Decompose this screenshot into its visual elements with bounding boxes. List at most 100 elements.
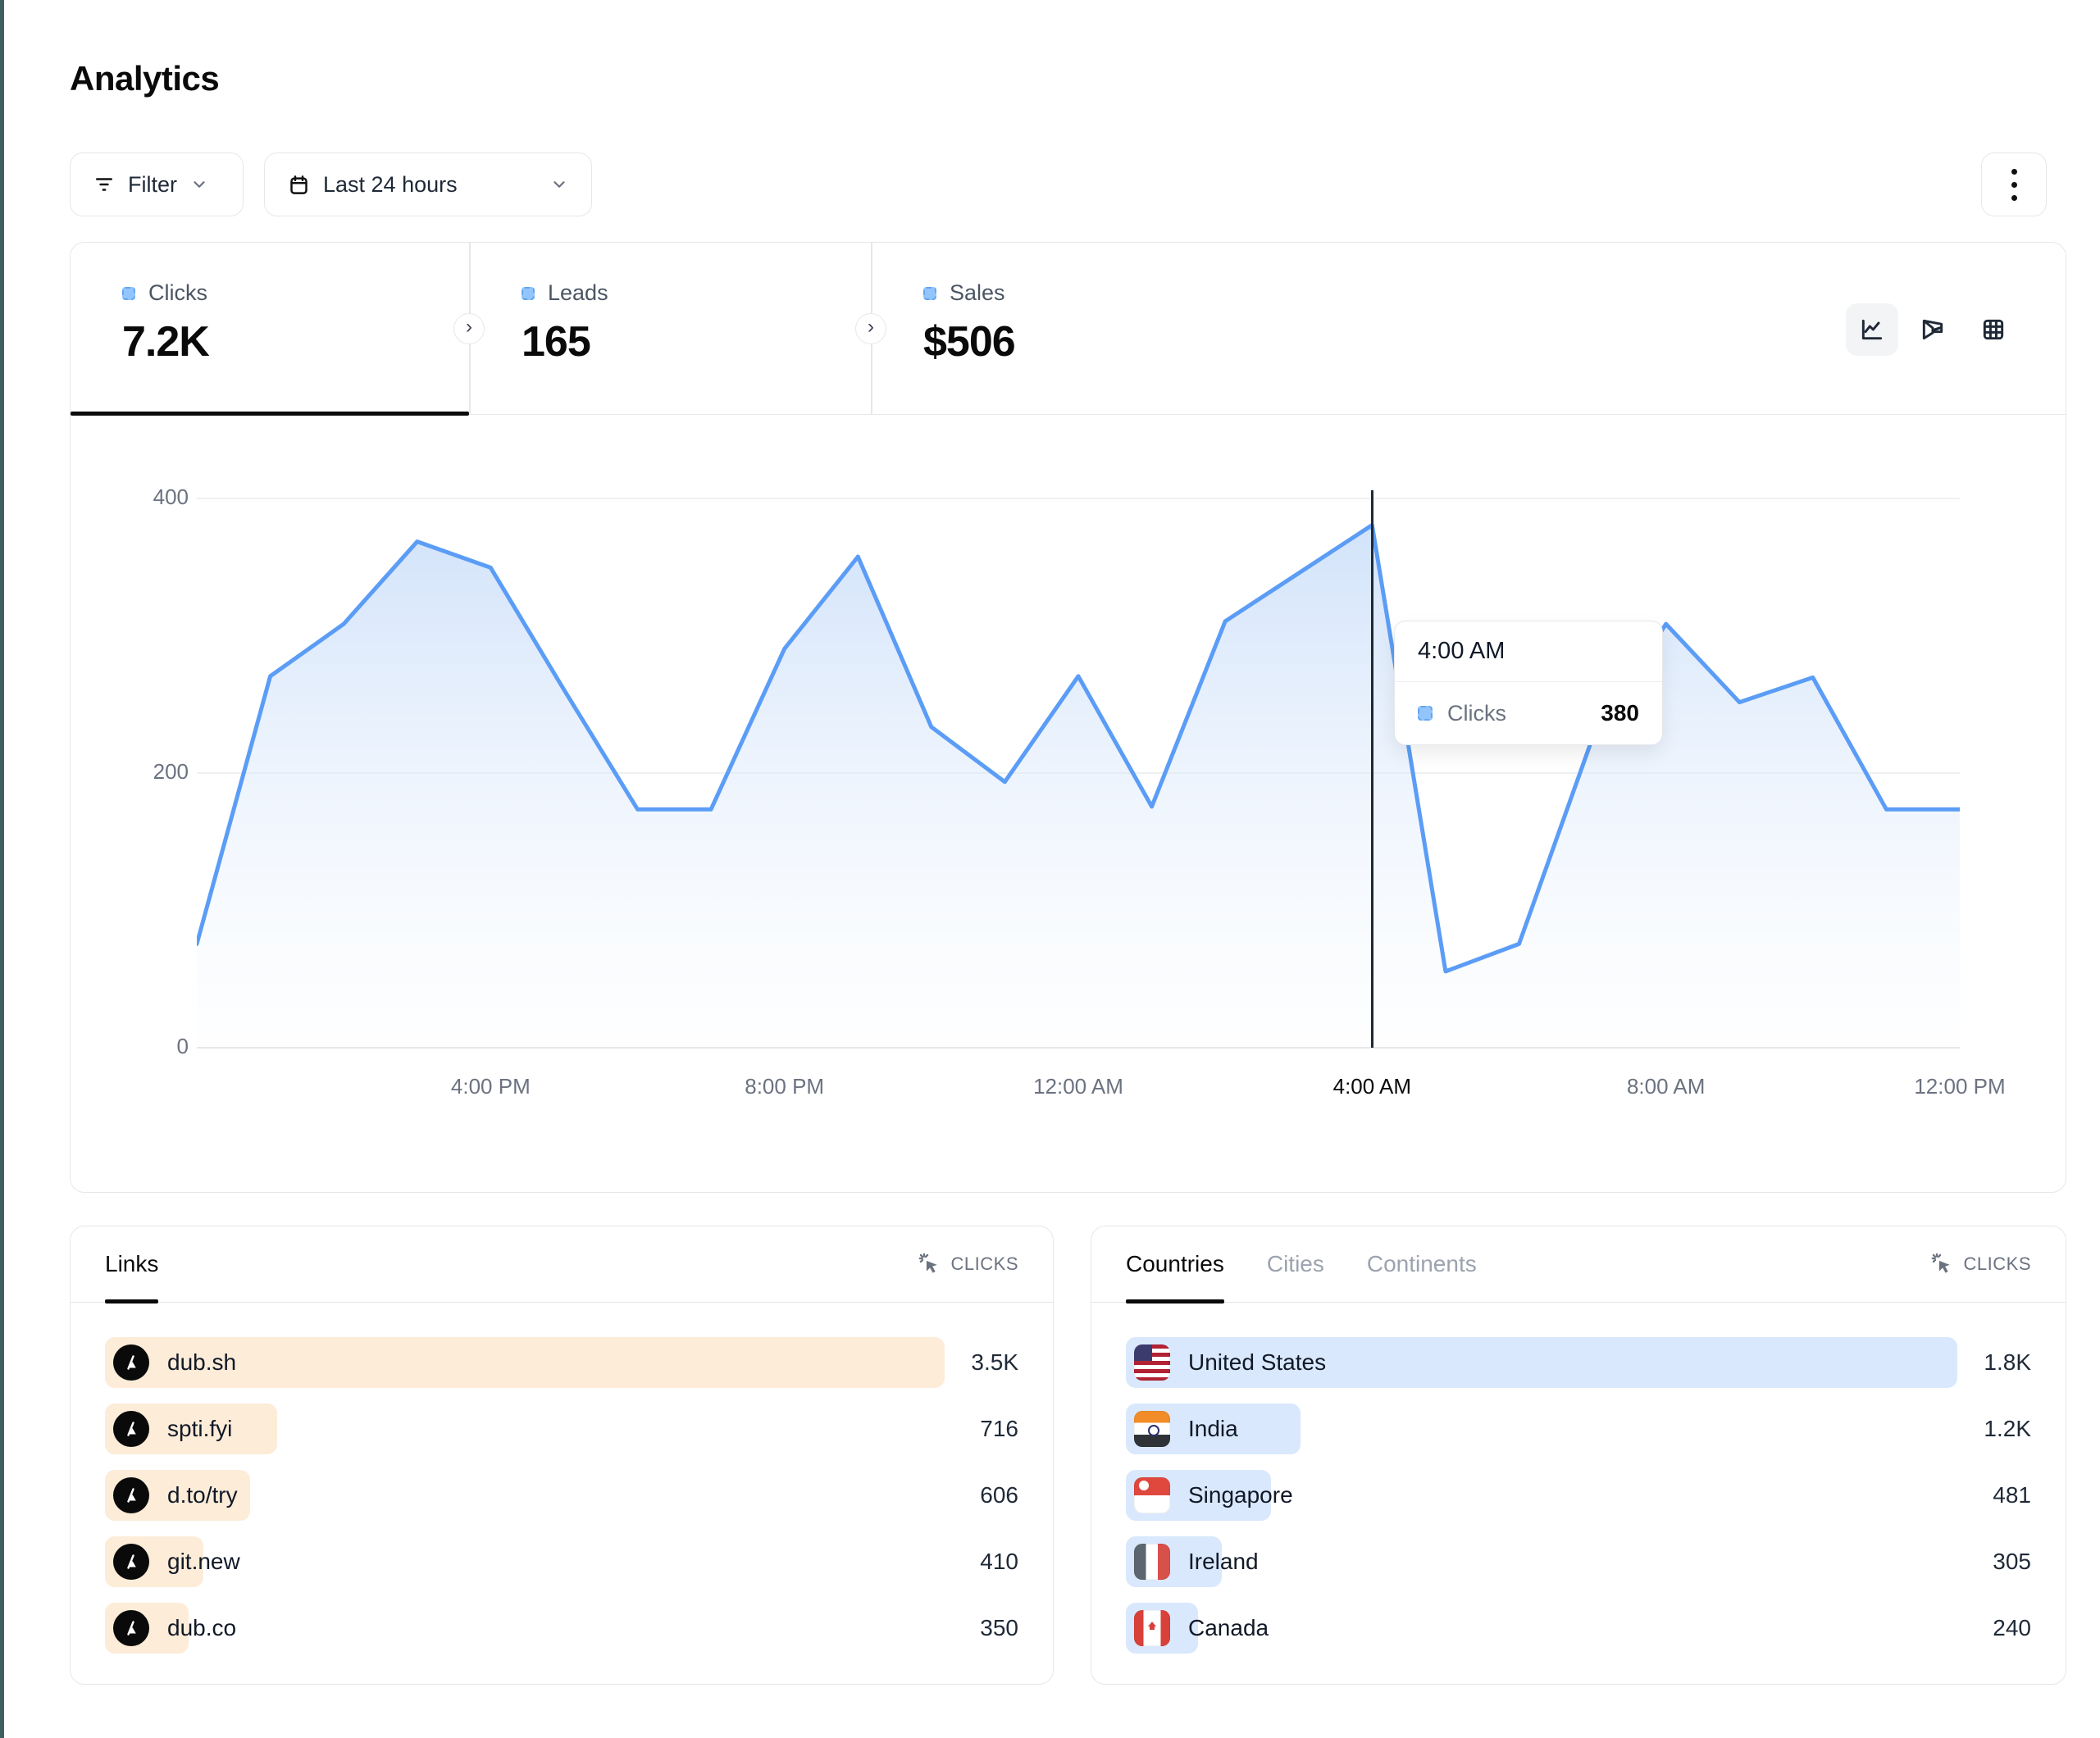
countries-panel: Countries Cities Continents CLICKS: [1091, 1226, 2066, 1685]
tab-sales[interactable]: Sales $506: [872, 243, 1298, 415]
chart-type-switcher: [1846, 303, 2020, 356]
funnel-icon: [1922, 319, 1943, 340]
x-axis-tick: 12:00 AM: [1033, 1074, 1123, 1099]
tooltip-legend-swatch: [1418, 706, 1433, 721]
date-range-button[interactable]: Last 24 hours: [264, 152, 592, 216]
clicks-legend-swatch: [122, 286, 135, 300]
leads-tab-label: Leads: [548, 280, 608, 305]
leads-legend-swatch: [522, 286, 535, 300]
clicks-area-chart[interactable]: [197, 459, 1960, 1048]
country-label: Singapore: [1188, 1482, 1293, 1508]
country-row[interactable]: India 1.2K: [1126, 1404, 2031, 1454]
window-edge-strip: [0, 0, 4, 1738]
x-axis-tick: 12:00 PM: [1914, 1074, 2006, 1099]
country-row[interactable]: Canada 240: [1126, 1603, 2031, 1654]
chart-tooltip: 4:00 AM Clicks 380: [1394, 621, 1663, 745]
filter-button-label: Filter: [128, 171, 177, 197]
dub-logo-icon: [113, 1411, 149, 1447]
tab-clicks[interactable]: Clicks 7.2K: [71, 243, 469, 415]
cursor-click-icon: [1931, 1253, 1954, 1276]
funnel-view-button[interactable]: [1906, 303, 1959, 356]
y-axis-tick: 400: [153, 485, 189, 509]
tooltip-value: 380: [1601, 700, 1639, 726]
continents-tab-label: Continents: [1366, 1251, 1477, 1276]
expand-clicks-chevron[interactable]: ›: [453, 313, 485, 344]
country-row[interactable]: Ireland 305: [1126, 1536, 2031, 1587]
tab-countries[interactable]: Countries: [1126, 1226, 1224, 1304]
country-label: India: [1188, 1416, 1238, 1441]
filter-button[interactable]: Filter: [70, 152, 244, 216]
country-flag-icon: [1134, 1544, 1170, 1580]
clicks-tab-value: 7.2K: [122, 318, 210, 366]
country-value: 481: [1993, 1482, 2031, 1508]
link-value: 606: [980, 1482, 1018, 1508]
links-metric-selector[interactable]: CLICKS: [918, 1253, 1018, 1276]
page-title: Analytics: [70, 59, 220, 98]
link-value: 350: [980, 1615, 1018, 1640]
link-value: 410: [980, 1549, 1018, 1574]
tab-continents[interactable]: Continents: [1367, 1226, 1477, 1302]
country-flag-icon: [1134, 1610, 1170, 1646]
x-axis-tick: 8:00 PM: [745, 1074, 825, 1099]
clicks-tab-label: Clicks: [148, 280, 207, 305]
x-axis-tick: 4:00 PM: [450, 1074, 531, 1099]
more-options-button[interactable]: [1981, 152, 2047, 216]
tab-leads[interactable]: Leads 165: [470, 243, 871, 415]
link-row[interactable]: dub.co 350: [105, 1603, 1018, 1654]
country-value: 305: [1993, 1549, 2031, 1574]
table-view-button[interactable]: [1967, 303, 2020, 356]
y-axis-tick: 200: [153, 759, 189, 784]
dub-logo-icon: [113, 1344, 149, 1381]
country-label: United States: [1188, 1349, 1327, 1375]
tooltip-series-label: Clicks: [1447, 700, 1506, 726]
country-row[interactable]: United States 1.8K: [1126, 1337, 2031, 1388]
country-row[interactable]: Singapore 481: [1126, 1470, 2031, 1521]
y-axis-tick: 0: [176, 1034, 189, 1058]
x-axis-tick: 8:00 AM: [1626, 1074, 1706, 1099]
links-tab-label: Links: [105, 1251, 159, 1276]
link-label: git.new: [167, 1549, 240, 1574]
area-fill: [197, 525, 1960, 1047]
country-clicks-bar: [1126, 1337, 1957, 1388]
dub-logo-icon: [113, 1610, 149, 1646]
sales-tab-label: Sales: [950, 280, 1005, 305]
tab-links[interactable]: Links: [105, 1226, 159, 1304]
chevron-down-icon: [550, 175, 568, 193]
link-label: dub.co: [167, 1615, 237, 1640]
country-flag-icon: [1134, 1344, 1170, 1381]
link-row[interactable]: d.to/try 606: [105, 1470, 1018, 1521]
filter-icon: [93, 174, 115, 195]
clicks-line: [197, 523, 1960, 974]
expand-leads-chevron[interactable]: ›: [855, 313, 886, 344]
link-label: spti.fyi: [167, 1416, 233, 1441]
link-value: 716: [980, 1416, 1018, 1441]
line-chart-icon: [1861, 319, 1883, 340]
country-value: 240: [1993, 1615, 2031, 1640]
countries-tab-label: Countries: [1126, 1251, 1224, 1276]
link-row[interactable]: spti.fyi 716: [105, 1404, 1018, 1454]
tab-cities[interactable]: Cities: [1267, 1226, 1324, 1302]
link-row[interactable]: dub.sh 3.5K: [105, 1337, 1018, 1388]
link-label: d.to/try: [167, 1482, 238, 1508]
date-range-label: Last 24 hours: [323, 171, 458, 197]
cursor-click-icon: [918, 1253, 941, 1276]
country-value: 1.2K: [1984, 1416, 2031, 1441]
link-clicks-bar: [105, 1337, 945, 1388]
countries-metric-selector[interactable]: CLICKS: [1931, 1253, 2031, 1276]
sales-legend-swatch: [923, 286, 936, 300]
chart-crosshair: [1370, 490, 1373, 1048]
tooltip-time: 4:00 AM: [1395, 621, 1662, 682]
country-value: 1.8K: [1984, 1349, 2031, 1375]
link-label: dub.sh: [167, 1349, 237, 1375]
cities-tab-label: Cities: [1266, 1251, 1324, 1276]
grid-icon: [1983, 319, 2004, 340]
line-chart-view-button[interactable]: [1846, 303, 1898, 356]
country-label: Ireland: [1188, 1549, 1259, 1574]
links-panel: Links CLICKS: [70, 1226, 1054, 1685]
country-label: Canada: [1188, 1615, 1269, 1640]
link-row[interactable]: git.new 410: [105, 1536, 1018, 1587]
dub-logo-icon: [113, 1477, 149, 1513]
active-tab-underline: [71, 412, 469, 416]
chevron-down-icon: [190, 175, 208, 193]
